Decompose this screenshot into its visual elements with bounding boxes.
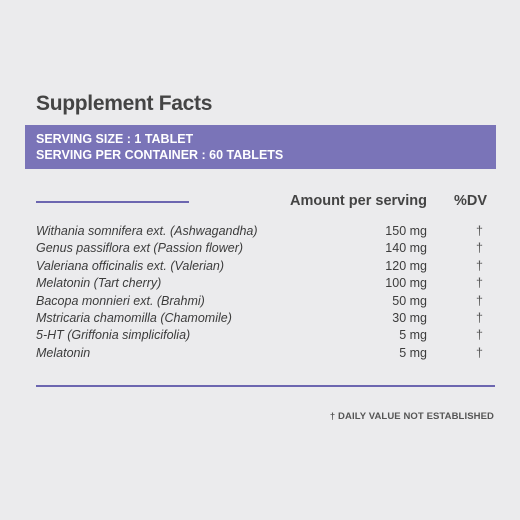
- serving-banner: SERVING SIZE : 1 TABLET SERVING PER CONT…: [25, 125, 496, 169]
- ingredient-amount: 150 mg: [385, 224, 427, 238]
- ingredient-row: Valeriana officinalis ext. (Valerian) 12…: [36, 258, 496, 275]
- ingredient-dv: †: [476, 310, 483, 325]
- section-divider: [36, 201, 189, 203]
- ingredient-dv: †: [476, 241, 483, 256]
- ingredient-dv: †: [476, 345, 483, 360]
- ingredient-name: Mstricaria chamomilla (Chamomile): [36, 310, 232, 325]
- ingredient-dv: †: [476, 258, 483, 273]
- ingredient-dv: †: [476, 328, 483, 343]
- ingredient-name: Melatonin: [36, 345, 91, 360]
- ingredient-name: Bacopa monnieri ext. (Brahmi): [36, 293, 205, 308]
- ingredient-row: Mstricaria chamomilla (Chamomile) 30 mg …: [36, 310, 496, 327]
- ingredient-amount: 5 mg: [399, 345, 427, 360]
- page-title: Supplement Facts: [36, 92, 213, 115]
- ingredient-amount: 100 mg: [385, 276, 427, 291]
- ingredient-dv: †: [476, 276, 483, 291]
- dv-column-header: %DV: [454, 193, 488, 209]
- ingredient-name: Genus passiflora ext (Passion flower): [36, 241, 244, 256]
- ingredient-row: Genus passiflora ext (Passion flower) 14…: [36, 240, 496, 257]
- ingredient-name: Withania somnifera ext. (Ashwagandha): [36, 224, 258, 238]
- bottom-divider: [36, 385, 495, 387]
- ingredient-list: Withania somnifera ext. (Ashwagandha) 15…: [36, 223, 496, 362]
- ingredient-row: Melatonin (Tart cherry) 100 mg †: [36, 275, 496, 292]
- ingredient-amount: 5 mg: [399, 328, 427, 343]
- ingredient-amount: 140 mg: [385, 241, 427, 256]
- serving-per-container: SERVING PER CONTAINER : 60 TABLETS: [36, 148, 284, 162]
- ingredient-dv: †: [476, 224, 483, 238]
- ingredient-name: Melatonin (Tart cherry): [36, 276, 162, 291]
- ingredient-row: 5-HT (Griffonia simplicifolia) 5 mg †: [36, 327, 496, 344]
- ingredient-row: Bacopa monnieri ext. (Brahmi) 50 mg †: [36, 293, 496, 310]
- ingredient-name: Valeriana officinalis ext. (Valerian): [36, 258, 225, 273]
- ingredient-amount: 120 mg: [385, 258, 427, 273]
- ingredient-amount: 30 mg: [392, 310, 427, 325]
- ingredient-name: 5-HT (Griffonia simplicifolia): [36, 328, 191, 343]
- ingredient-dv: †: [476, 293, 483, 308]
- ingredient-amount: 50 mg: [392, 293, 427, 308]
- ingredient-row: Melatonin 5 mg †: [36, 345, 496, 362]
- ingredient-row: Withania somnifera ext. (Ashwagandha) 15…: [36, 223, 496, 240]
- footnote: † DAILY VALUE NOT ESTABLISHED: [329, 411, 494, 422]
- amount-column-header: Amount per serving: [290, 193, 427, 209]
- serving-size: SERVING SIZE : 1 TABLET: [36, 132, 194, 146]
